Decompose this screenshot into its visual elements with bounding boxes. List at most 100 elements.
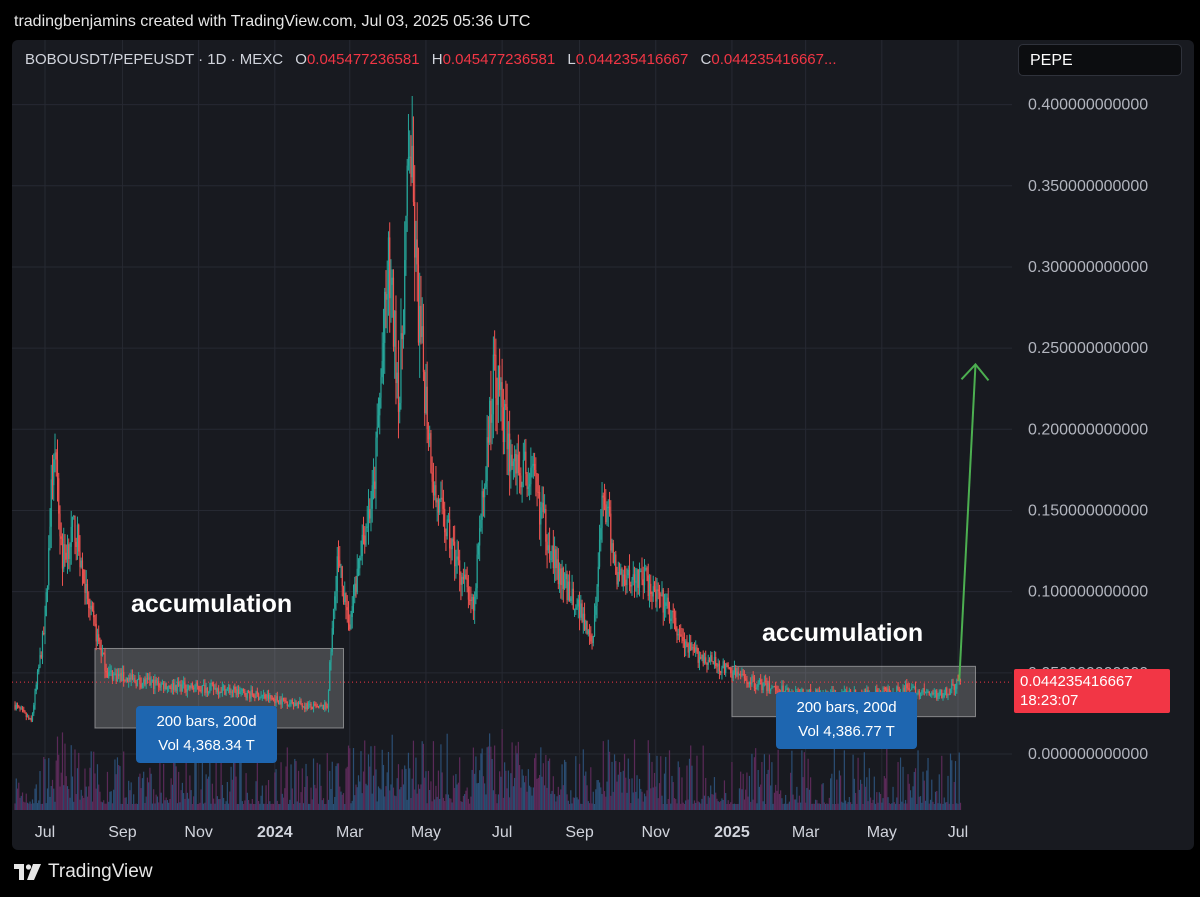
volume-bar [941,755,943,810]
volume-bar [60,772,62,810]
candle-body [143,679,145,683]
volume-bar [600,787,602,810]
volume-bar [520,787,522,810]
candle-body [757,682,759,687]
volume-bar [317,803,320,810]
volume-bar [778,793,780,810]
volume-bar [251,799,253,810]
volume-bar [497,794,499,810]
volume-bar [947,775,949,810]
volume-bar [856,803,858,810]
volume-bar [63,785,65,810]
volume-bar [225,801,227,810]
volume-bar [279,804,281,810]
volume-bar [266,804,268,810]
candle-body [305,703,307,710]
volume-bar [608,751,611,810]
open-value: 0.045477236581 [306,51,420,68]
volume-bar [696,755,698,810]
range-stats-box-left[interactable]: 200 bars, 200d Vol 4,368.34 T [136,706,277,763]
candle-body [590,635,592,642]
candle-body [510,454,512,472]
candle-body [929,693,932,695]
candle-body [703,657,706,664]
candle-body [330,651,332,663]
candle-body [352,595,355,606]
candle-body [272,698,275,700]
candle-body [770,688,772,692]
y-tick-label: 0.400000000000 [1028,97,1148,114]
volume-bar [405,768,407,810]
candle-body [548,545,551,560]
volume-bar [377,786,380,810]
volume-bar [250,803,252,810]
volume-bar [441,772,443,810]
volume-bar [796,786,798,810]
candle-body [256,691,258,694]
volume-bar [450,798,452,810]
candle-body [251,689,253,696]
volume-bar [577,799,579,810]
volume-bar [456,784,458,810]
candle-body [265,697,267,699]
candle-body [191,683,193,688]
candle-body [701,654,703,659]
volume-bar [15,778,17,810]
candle-body [389,237,391,299]
candle-body [710,655,712,662]
candle-body [496,398,498,405]
candle-body [129,677,131,680]
candle-body [696,647,698,649]
volume-bar [746,772,748,810]
candle-body [402,333,405,340]
candle-body [75,541,77,547]
volume-bar [775,784,777,810]
candle-body [50,479,52,527]
symbol-search-input[interactable]: PEPE [1018,44,1182,76]
volume-bar [610,795,612,810]
candle-body [38,667,40,672]
volume-bar [678,767,681,810]
volume-bar [459,757,461,810]
candle-body [170,687,172,690]
volume-bar [71,776,74,810]
volume-bar [618,762,621,810]
range-stats-box-right[interactable]: 200 bars, 200d Vol 4,386.77 T [776,692,917,749]
candle-body [292,703,295,707]
volume-bar [425,771,427,810]
volume-bar [149,767,151,810]
volume-bar [717,801,719,810]
volume-bar [100,801,102,810]
symbol-label[interactable]: BOBOUSDT/PEPEUSDT · 1D · MEXC [25,51,284,68]
volume-bar [296,801,298,810]
chart-panel[interactable]: 0.400000000000 0.350000000000 0.3000000000… [12,40,1194,850]
volume-bar [416,793,418,810]
volume-bar [825,803,827,810]
tradingview-icon [14,864,41,880]
volume-bar [161,803,164,810]
candle-body [215,688,217,692]
candle-body [189,685,191,688]
candle-body [623,574,626,580]
candle-body [743,675,746,679]
volume-bar [878,792,880,810]
volume-bar [356,787,358,810]
candle-body [751,676,753,685]
volume-bar [912,786,914,810]
candle-body [237,689,240,695]
volume-bar [563,759,566,810]
volume-bar [683,804,686,810]
volume-bar [858,789,860,810]
candle-body [536,473,538,492]
candle-body [381,360,383,378]
volume-bar [745,789,747,810]
projection-arrow-head [960,362,990,381]
projection-arrow-line [958,364,977,681]
volume-bar [812,803,814,810]
candle-body [678,634,681,636]
volume-bar [219,799,221,810]
ohlc-legend: BOBOUSDT/PEPEUSDT · 1D · MEXC O0.0454772… [25,51,837,68]
candle-body [521,481,523,488]
tradingview-logo[interactable]: TradingView [14,861,153,883]
candle-body [339,560,341,567]
